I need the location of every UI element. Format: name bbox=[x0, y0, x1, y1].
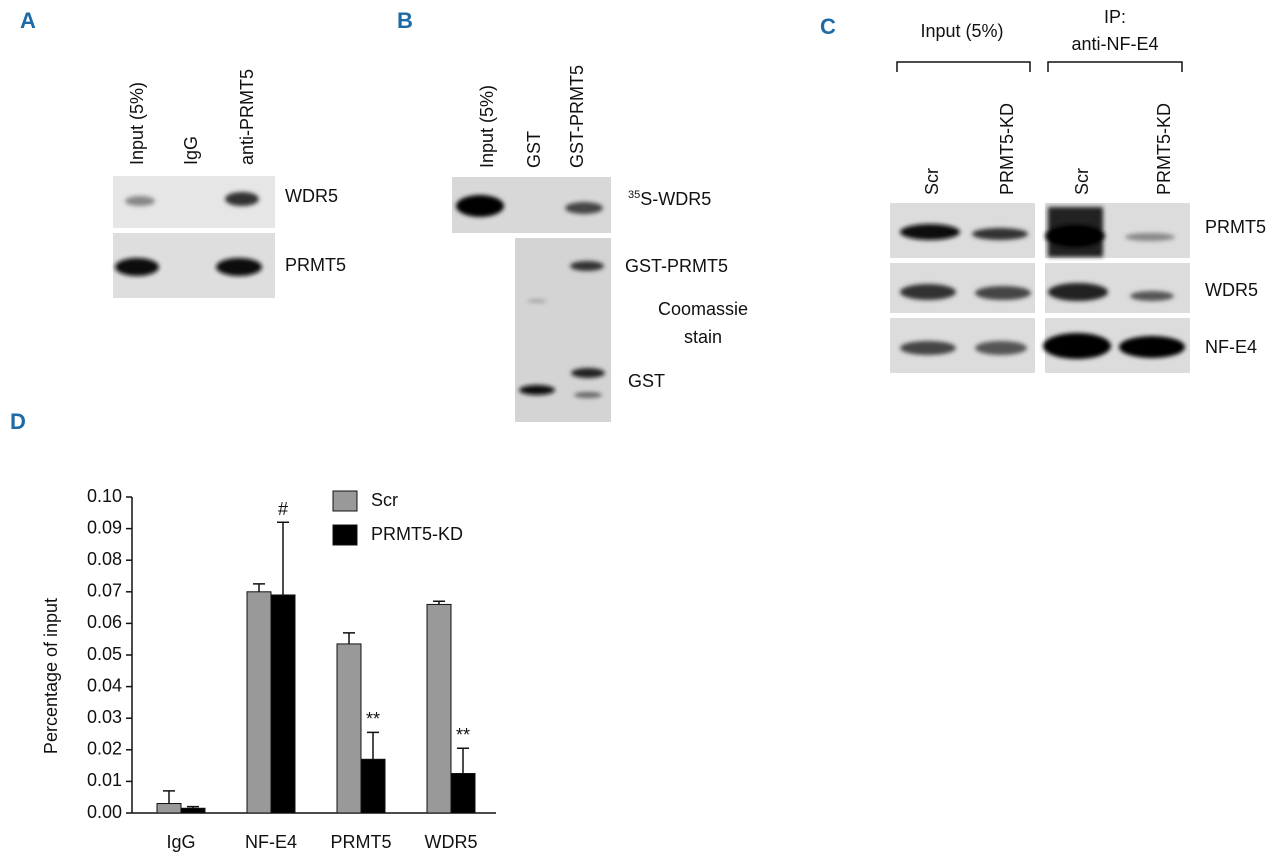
lane-label: GST-PRMT5 bbox=[567, 65, 587, 168]
group-title: IP: bbox=[1104, 7, 1126, 27]
error-bar bbox=[187, 805, 199, 809]
lane-label: Scr bbox=[1072, 168, 1092, 195]
annotation: ** bbox=[366, 709, 380, 729]
x-tick-label: WDR5 bbox=[425, 832, 478, 852]
bar bbox=[246, 591, 272, 814]
bar bbox=[450, 773, 476, 814]
group-title: anti-NF-E4 bbox=[1071, 34, 1158, 54]
panel-label: D bbox=[10, 409, 26, 434]
blot-label: 35S-WDR5 bbox=[628, 189, 711, 209]
isotope: 35 bbox=[628, 189, 640, 201]
gel-label: Coomassie bbox=[658, 299, 748, 319]
bar bbox=[336, 643, 362, 814]
lane-labels: Scr PRMT5-KD Scr PRMT5-KD bbox=[922, 103, 1174, 195]
bar bbox=[426, 603, 452, 814]
y-tick-label: 0.09 bbox=[87, 517, 122, 537]
annotation: ** bbox=[456, 725, 470, 745]
group-title: Input (5%) bbox=[920, 21, 1003, 41]
y-tick-label: 0.01 bbox=[87, 770, 122, 790]
bands bbox=[115, 192, 262, 276]
y-tick-label: 0.04 bbox=[87, 675, 122, 695]
bar bbox=[270, 594, 296, 814]
legend-label: PRMT5-KD bbox=[371, 524, 463, 544]
panel-label: A bbox=[20, 8, 36, 33]
legend-label: Scr bbox=[371, 490, 398, 510]
annotation: # bbox=[278, 499, 288, 519]
y-tick-label: 0.06 bbox=[87, 612, 122, 632]
x-tick-label: IgG bbox=[166, 832, 195, 852]
lane-label: GST bbox=[524, 131, 544, 168]
bands bbox=[900, 207, 1185, 359]
error-bar bbox=[343, 632, 355, 644]
gel-label: GST bbox=[628, 371, 665, 391]
bracket bbox=[896, 61, 1183, 72]
lane-label: Input (5%) bbox=[127, 82, 147, 165]
error-bar bbox=[433, 600, 445, 605]
error-bar bbox=[163, 790, 175, 804]
blot-label: PRMT5 bbox=[285, 255, 346, 275]
y-tick-label: 0.10 bbox=[87, 486, 122, 506]
y-tick-label: 0.00 bbox=[87, 802, 122, 822]
gel-label: stain bbox=[684, 327, 722, 347]
error-bar bbox=[457, 747, 469, 774]
error-bar bbox=[367, 731, 379, 760]
blot-name: S-WDR5 bbox=[640, 189, 711, 209]
gel-label: GST-PRMT5 bbox=[625, 256, 728, 276]
y-tick-label: 0.08 bbox=[87, 549, 122, 569]
panel-label: C bbox=[820, 14, 836, 39]
y-axis-label: Percentage of input bbox=[41, 598, 61, 754]
lane-label: PRMT5-KD bbox=[1154, 103, 1174, 195]
error-bar bbox=[277, 521, 289, 595]
lane-labels: Input (5%) IgG anti-PRMT5 bbox=[127, 69, 257, 165]
blot-label: WDR5 bbox=[285, 186, 338, 206]
bar bbox=[360, 758, 386, 814]
bar bbox=[180, 807, 206, 814]
lane-label: Scr bbox=[922, 168, 942, 195]
lane-label: PRMT5-KD bbox=[997, 103, 1017, 195]
y-tick-label: 0.05 bbox=[87, 644, 122, 664]
lane-label: anti-PRMT5 bbox=[237, 69, 257, 165]
blot-label: WDR5 bbox=[1205, 280, 1258, 300]
blot-label: PRMT5 bbox=[1205, 217, 1266, 237]
lane-label: IgG bbox=[181, 136, 201, 165]
y-tick-label: 0.07 bbox=[87, 581, 122, 601]
bands bbox=[456, 195, 605, 398]
y-tick-label: 0.03 bbox=[87, 707, 122, 727]
panel-label: B bbox=[397, 8, 413, 33]
blot-label: NF-E4 bbox=[1205, 337, 1257, 357]
y-tick-label: 0.02 bbox=[87, 739, 122, 759]
legend-swatch bbox=[332, 490, 358, 512]
error-bar bbox=[253, 583, 265, 592]
lane-labels: Input (5%) GST GST-PRMT5 bbox=[477, 65, 587, 168]
bar bbox=[156, 803, 182, 814]
legend-swatch bbox=[332, 524, 358, 546]
x-tick-label: PRMT5 bbox=[330, 832, 391, 852]
x-tick-label: NF-E4 bbox=[245, 832, 297, 852]
lane-label: Input (5%) bbox=[477, 85, 497, 168]
